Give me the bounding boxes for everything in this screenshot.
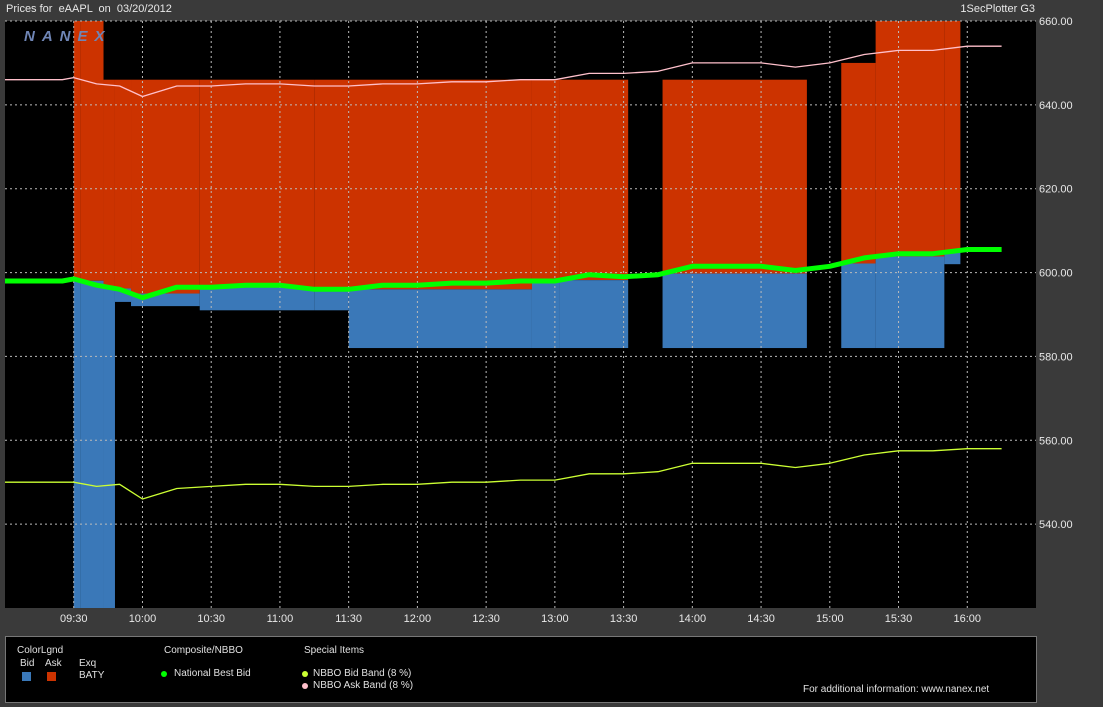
x-tick-label: 14:30: [747, 613, 775, 625]
bid-band-segment: [73, 278, 81, 608]
y-tick-label: 620.00: [1039, 184, 1073, 196]
legend-bid-band-dot: [302, 671, 308, 677]
x-tick-label: 13:00: [541, 613, 569, 625]
bid-band-segment: [199, 287, 315, 311]
bid-band-segment: [314, 289, 349, 311]
legend-panel: ColorLgnd Bid Ask Exq BATY Composite/NBB…: [5, 636, 1037, 703]
ask-band-segment: [662, 79, 807, 274]
legend-exq-label: Exq: [79, 658, 97, 669]
y-tick-label: 560.00: [1039, 435, 1073, 447]
y-tick-label: 660.00: [1039, 16, 1073, 28]
x-tick-label: 11:30: [335, 613, 362, 625]
chart-header-plotter: 1SecPlotter G3: [960, 3, 1035, 15]
x-tick-label: 10:00: [129, 613, 157, 625]
series-line-1: [5, 247, 1002, 301]
bid-band-segment: [875, 256, 945, 349]
legend-exchange-name: BATY: [79, 670, 105, 681]
x-tick-label: 10:30: [197, 613, 225, 625]
x-tick-label: 14:00: [679, 613, 707, 625]
price-chart[interactable]: NANEX 660.00 640.00 620.00 600.00 580.00 560.…: [0, 0, 1103, 635]
ask-band-segment: [131, 79, 200, 294]
ask-band-segment: [841, 62, 876, 264]
legend-bid-label: Bid: [20, 658, 35, 669]
legend-ask-swatch: [47, 672, 56, 681]
legend-ask-band-dot: [302, 683, 308, 689]
ask-band-segment: [314, 79, 349, 290]
legend-nbb-dot: [161, 671, 167, 677]
ask-band-segment: [73, 21, 81, 279]
ask-band-segment: [199, 79, 315, 288]
y-tick-label: 580.00: [1039, 351, 1073, 363]
ask-band-segment: [80, 21, 104, 281]
legend-special-title: Special Items: [304, 645, 365, 656]
legend-footer-link[interactable]: For additional information: www.nanex.ne…: [803, 684, 990, 695]
legend-ask-label: Ask: [45, 658, 62, 669]
x-tick-label: 15:00: [816, 613, 844, 625]
ask-band-segment: [944, 21, 961, 253]
series-line-3: [5, 45, 1002, 98]
ask-band-segment: [114, 79, 132, 289]
legend-nbb-label: National Best Bid: [174, 668, 251, 679]
chart-header-title: Prices for eAAPL on 03/20/2012: [6, 3, 172, 15]
x-tick-label: 13:30: [610, 613, 638, 625]
bid-band-segment: [80, 280, 104, 608]
ask-band-segment: [875, 21, 945, 257]
y-tick-label: 600.00: [1039, 268, 1073, 280]
ask-band-segment: [559, 79, 629, 281]
ask-band-segment: [103, 79, 115, 287]
bid-band-segment: [348, 289, 532, 349]
legend-ask-band-label: NBBO Ask Band (8 %): [313, 680, 414, 691]
bid-band-segment: [662, 273, 807, 349]
x-tick-label: 12:00: [404, 613, 432, 625]
legend-composite-title: Composite/NBBO: [164, 645, 243, 656]
nanex-logo: NANEX: [24, 28, 112, 45]
legend-bid-swatch: [22, 672, 31, 681]
x-tick-label: 12:30: [472, 613, 500, 625]
y-tick-label: 540.00: [1039, 519, 1073, 531]
bid-band-segment: [103, 286, 115, 608]
bid-band-segment: [841, 263, 876, 349]
bid-band-segment: [559, 280, 629, 349]
ask-band-segment: [348, 79, 532, 290]
bid-band-segment: [944, 252, 961, 265]
legend-bid-band-label: NBBO Bid Band (8 %): [313, 668, 412, 679]
legend-colorlgnd-title: ColorLgnd: [17, 645, 64, 656]
ask-band-segment: [531, 79, 560, 281]
series-line-2: [5, 448, 1002, 500]
x-tick-label: 16:00: [954, 613, 982, 625]
x-tick-label: 09:30: [60, 613, 88, 625]
y-tick-label: 640.00: [1039, 100, 1073, 112]
x-tick-label: 11:00: [267, 613, 294, 625]
x-tick-label: 15:30: [885, 613, 913, 625]
